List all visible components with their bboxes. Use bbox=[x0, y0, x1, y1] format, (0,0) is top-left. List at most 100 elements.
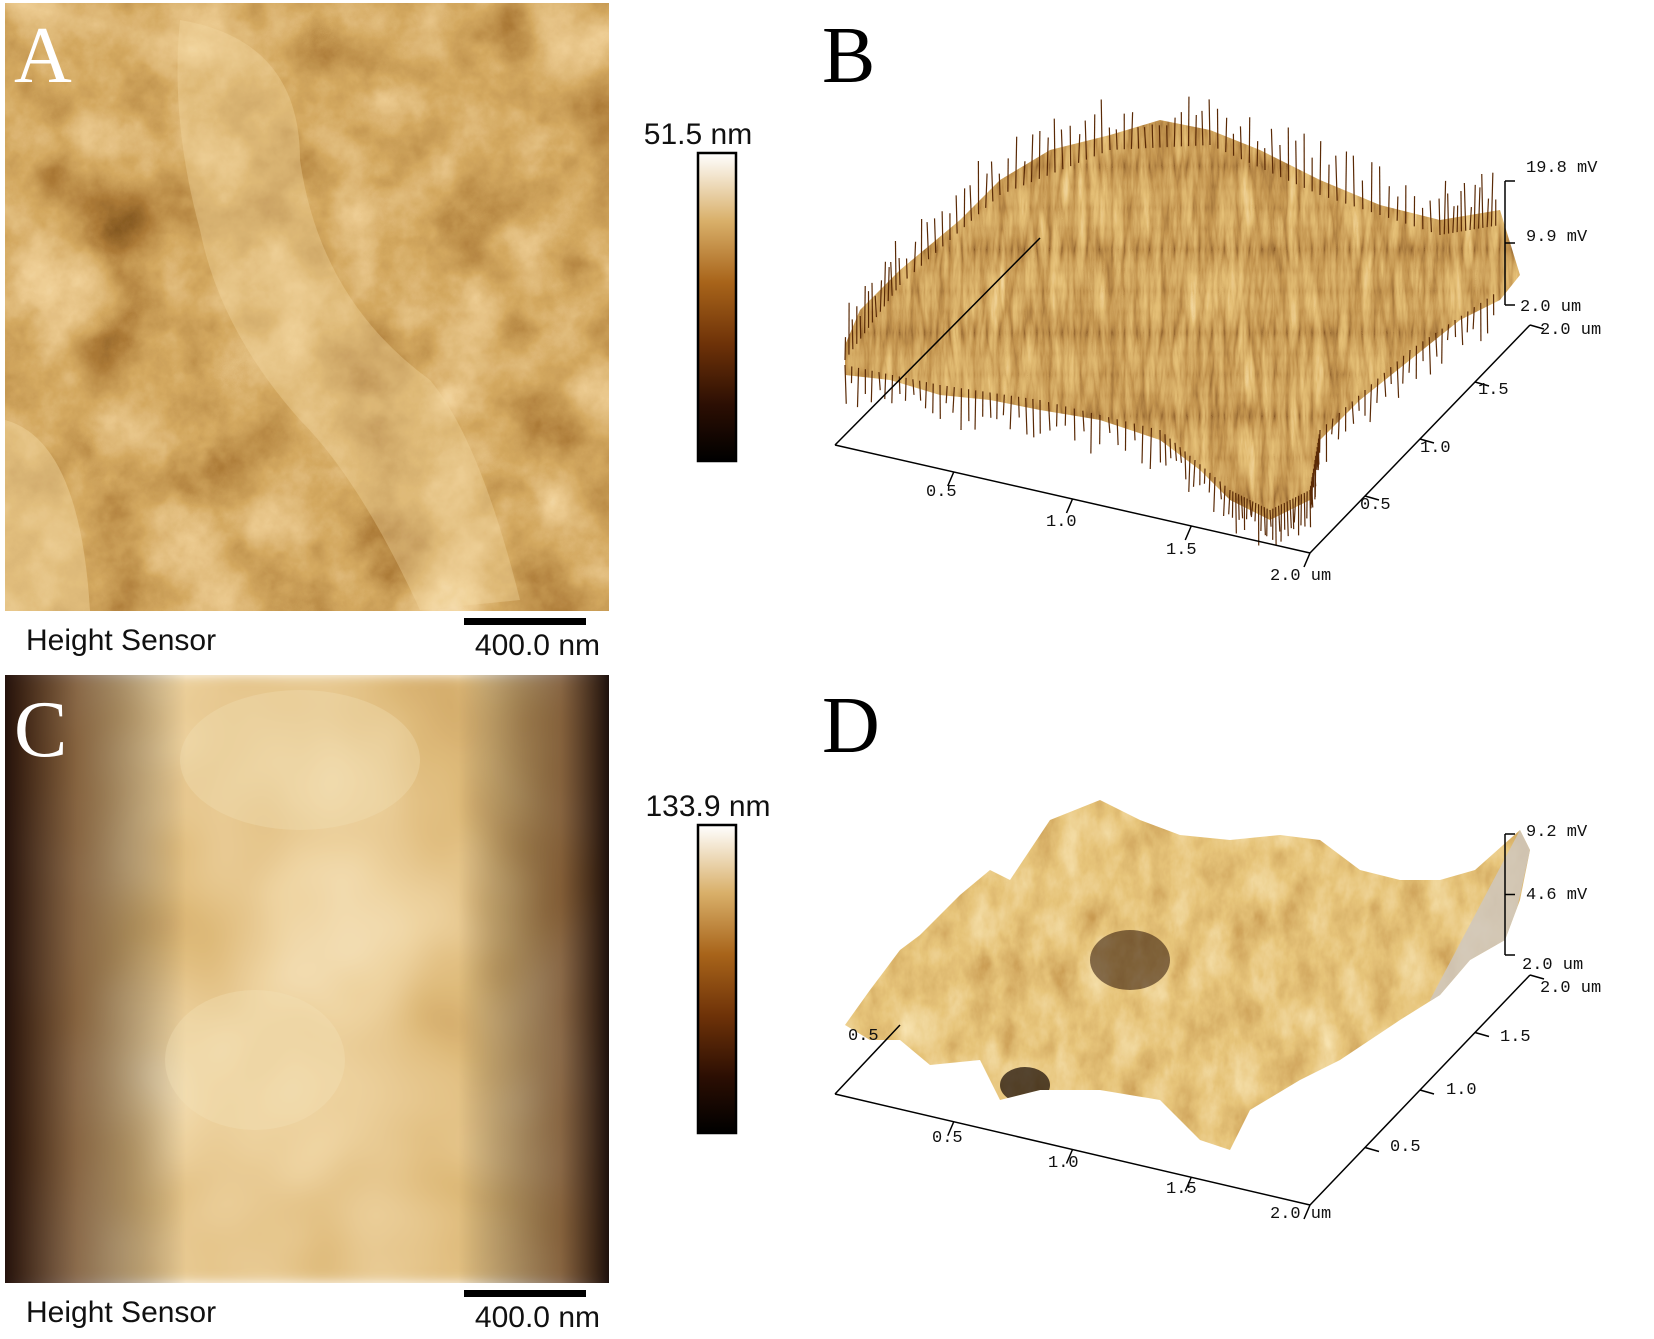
x-tick-2-d: 1.0 bbox=[1048, 1154, 1079, 1173]
surface-spike bbox=[907, 259, 908, 279]
surface-spike bbox=[1320, 141, 1321, 195]
surface-spike bbox=[1204, 469, 1205, 484]
surface-spike bbox=[1091, 413, 1092, 454]
surface-spike bbox=[892, 375, 893, 403]
surface-spike bbox=[1391, 367, 1392, 384]
panel-letter-b: B bbox=[822, 12, 875, 100]
x-tick-1-d: 0.5 bbox=[932, 1129, 963, 1148]
z-tick-mid-b: 9.9 mV bbox=[1526, 228, 1588, 247]
surface-spike bbox=[999, 174, 1000, 195]
panel-letter-d: D bbox=[822, 682, 880, 770]
colorbar-max-label-c: 133.9 nm bbox=[645, 790, 770, 823]
y-end-label-b: 2.0 um bbox=[1540, 321, 1601, 340]
surface-spike bbox=[1310, 486, 1311, 501]
surface-spike bbox=[1257, 141, 1258, 166]
surface-spike bbox=[1152, 124, 1153, 147]
surface-spike bbox=[905, 378, 906, 401]
surface-spike bbox=[895, 241, 896, 290]
y-tick-3-b: 1.5 bbox=[1478, 381, 1509, 400]
scale-bar-label-c: 400.0 nm bbox=[475, 1301, 600, 1334]
surface-spike bbox=[1142, 426, 1143, 464]
colorbar-gradient-c bbox=[698, 825, 736, 1133]
panel-d: D 9.2 mV 4.6 mV 2.0 um 2.0 um 0.5 bbox=[822, 682, 1601, 1224]
surface-spike bbox=[1174, 118, 1175, 147]
surface-spike bbox=[1236, 493, 1237, 534]
z-tick-top-b: 19.8 mV bbox=[1526, 159, 1598, 178]
x-tick-3-d: 1.5 bbox=[1166, 1180, 1197, 1199]
surface-spike bbox=[1196, 115, 1197, 146]
surface-spike bbox=[1397, 197, 1398, 221]
panel-letter-a: A bbox=[14, 12, 72, 100]
surface-spike bbox=[1255, 503, 1256, 521]
z-tick-mid-d: 4.6 mV bbox=[1526, 886, 1588, 905]
surface-spike bbox=[865, 286, 866, 333]
back-tick-d: 0.5 bbox=[848, 1027, 879, 1046]
y-axis-tick bbox=[1420, 1090, 1434, 1094]
surface-spike bbox=[1170, 439, 1171, 459]
scale-bar-label-a: 400.0 nm bbox=[475, 629, 600, 662]
surface-spike bbox=[1461, 316, 1462, 345]
panel-a: A Height Sensor 400.0 nm 51.5 nm bbox=[5, 3, 752, 662]
x-tick-2-b: 1.0 bbox=[1046, 513, 1077, 532]
colorbar-gradient-a bbox=[698, 153, 736, 461]
surface-spike bbox=[1359, 396, 1360, 411]
caption-c: Height Sensor bbox=[26, 1296, 216, 1329]
surface-spike bbox=[942, 211, 943, 246]
surface-spike bbox=[1457, 205, 1458, 232]
height-map-c bbox=[5, 675, 609, 1283]
surface-spike bbox=[1209, 473, 1210, 493]
surface-spike bbox=[1074, 409, 1075, 441]
surface-spike bbox=[1239, 494, 1240, 520]
surface-spike bbox=[1389, 186, 1390, 218]
colorbar-a: 51.5 nm bbox=[644, 118, 752, 461]
z-corner-label-b: 2.0 um bbox=[1520, 298, 1581, 317]
y-tick-1-d: 0.5 bbox=[1390, 1138, 1421, 1157]
surface-spike bbox=[1057, 404, 1058, 426]
y-end-label-d: 2.0 um bbox=[1540, 979, 1601, 998]
x-end-label-d: 2.0 um bbox=[1270, 1205, 1331, 1224]
surface-spike bbox=[1346, 152, 1347, 204]
surface-spike bbox=[1455, 320, 1456, 337]
colorbar-max-label-a: 51.5 nm bbox=[644, 118, 752, 151]
surface-spike bbox=[871, 371, 872, 403]
surface-spike bbox=[1134, 424, 1135, 441]
y-tick-2-b: 1.0 bbox=[1420, 439, 1451, 458]
colorbar-c: 133.9 nm bbox=[645, 790, 770, 1133]
x-axis-tick bbox=[1185, 526, 1191, 540]
surface-spike bbox=[852, 319, 853, 349]
y-tick-3-d: 1.5 bbox=[1500, 1028, 1531, 1047]
surface-spike bbox=[1304, 493, 1305, 527]
surface-spike bbox=[975, 390, 976, 429]
panel-c: C Height Sensor 400.0 nm 133.9 nm bbox=[5, 675, 771, 1334]
surface-spike bbox=[1403, 356, 1404, 384]
panel-letter-c: C bbox=[14, 686, 67, 774]
z-tick-top-d: 9.2 mV bbox=[1526, 823, 1588, 842]
surface-spike bbox=[1070, 126, 1071, 166]
x-end-label-b: 2.0 um bbox=[1270, 567, 1331, 586]
y-tick-2-d: 1.0 bbox=[1446, 1081, 1477, 1100]
surface-3d-b bbox=[840, 97, 1540, 546]
x-tick-1-b: 0.5 bbox=[926, 483, 957, 502]
surface-spike bbox=[1296, 141, 1297, 185]
surface-spike bbox=[1039, 131, 1040, 179]
surface-spike bbox=[1159, 125, 1160, 147]
height-map-a bbox=[5, 3, 609, 611]
surface-3d-d bbox=[840, 780, 1540, 1160]
surface-spike bbox=[1467, 311, 1468, 332]
y-tick-1-b: 0.5 bbox=[1360, 496, 1391, 515]
y-axis-tick bbox=[1365, 1148, 1379, 1152]
surface-spike bbox=[1109, 127, 1110, 150]
z-corner-label-d: 2.0 um bbox=[1522, 956, 1583, 975]
surface-spike bbox=[1280, 145, 1281, 177]
caption-a: Height Sensor bbox=[26, 624, 216, 657]
surface-spike bbox=[1185, 451, 1186, 479]
x-axis-tick bbox=[1304, 553, 1310, 567]
y-axis-tick bbox=[1475, 1033, 1489, 1037]
panel-b: B 19.8 mV 9.9 mV 2.0 um 2.0 um 0.5 1.0 1… bbox=[822, 12, 1601, 586]
surface-spike bbox=[1247, 499, 1248, 520]
x-tick-3-b: 1.5 bbox=[1166, 541, 1197, 560]
surface-spike bbox=[1261, 506, 1262, 531]
surface-spike bbox=[1019, 397, 1020, 418]
